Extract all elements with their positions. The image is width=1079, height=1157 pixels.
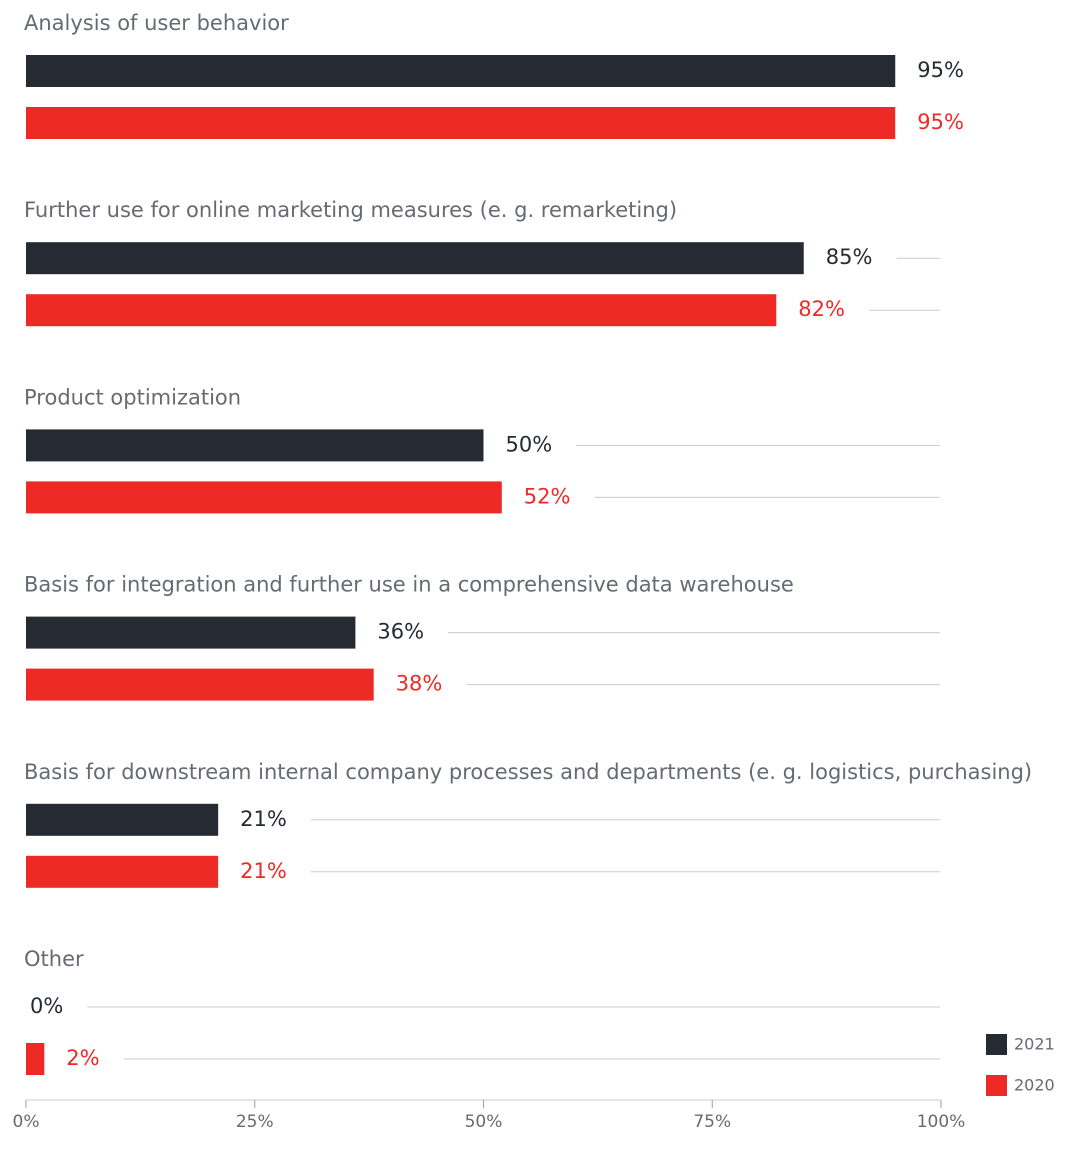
value-label: 38% <box>396 672 443 696</box>
value-label: 85% <box>826 245 873 269</box>
bar <box>26 294 777 327</box>
value-label: 36% <box>377 620 424 644</box>
bar <box>26 616 356 649</box>
legend-swatch <box>986 1075 1007 1096</box>
value-label: 95% <box>917 58 964 82</box>
bar <box>26 855 219 888</box>
value-label: 95% <box>917 110 964 134</box>
category-label: Further use for online marketing measure… <box>24 198 677 222</box>
bar <box>26 481 502 514</box>
bar <box>26 668 374 701</box>
legend-label: 2021 <box>1014 1035 1055 1054</box>
x-tick-label: 0% <box>13 1112 40 1132</box>
category-label: Basis for downstream internal company pr… <box>24 760 1032 784</box>
bar <box>26 1043 45 1075</box>
bar <box>26 107 896 139</box>
value-label: 82% <box>798 297 845 321</box>
value-label: 50% <box>506 432 553 456</box>
bar <box>26 429 484 462</box>
x-tick-label: 25% <box>236 1112 274 1132</box>
value-label: 21% <box>240 859 287 883</box>
bar <box>26 55 896 87</box>
value-label: 2% <box>66 1046 99 1070</box>
x-tick-label: 75% <box>693 1112 731 1132</box>
legend-label: 2020 <box>1014 1076 1055 1095</box>
category-label: Basis for integration and further use in… <box>24 573 794 597</box>
legend-swatch <box>986 1034 1007 1055</box>
bar <box>26 242 804 275</box>
category-label: Other <box>24 947 84 971</box>
category-label: Product optimization <box>24 385 241 409</box>
value-label: 21% <box>240 807 287 831</box>
value-label: 52% <box>524 484 571 508</box>
category-label: Analysis of user behavior <box>24 11 289 35</box>
x-tick-label: 100% <box>917 1112 966 1132</box>
x-tick-label: 50% <box>465 1112 503 1132</box>
bar <box>26 803 219 836</box>
value-label: 0% <box>30 994 63 1018</box>
